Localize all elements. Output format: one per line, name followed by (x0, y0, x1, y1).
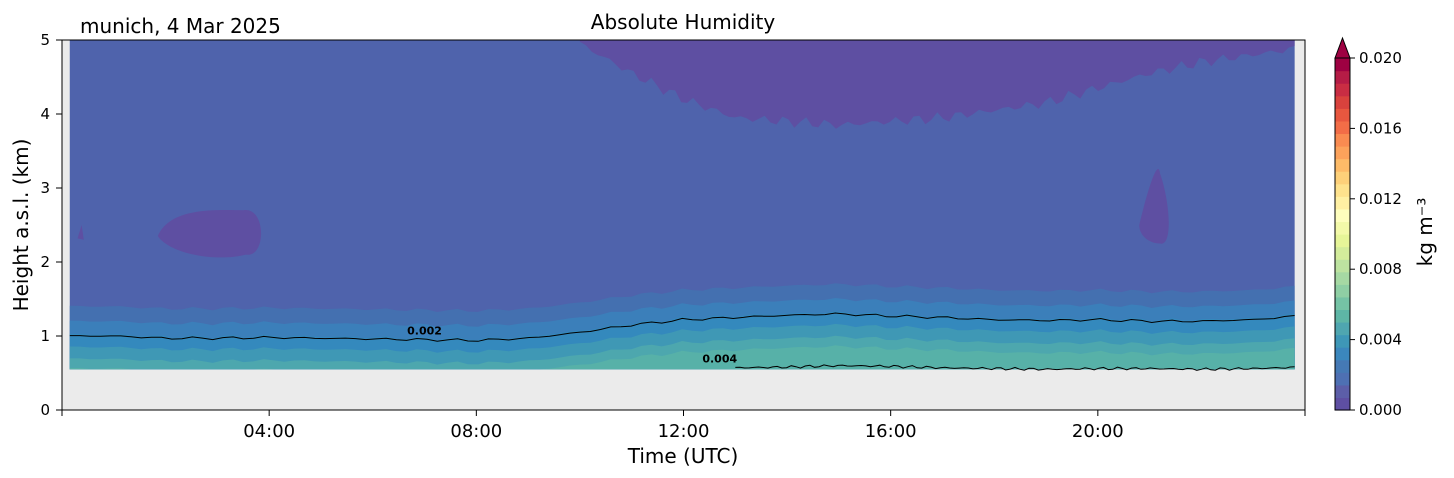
colorbar-segment (1335, 120, 1350, 135)
colorbar-segment (1335, 183, 1350, 197)
colorbar-segment (1335, 108, 1350, 122)
humidity-band-dry-speck (77, 225, 84, 240)
colorbar-segment (1335, 259, 1350, 273)
colorbar-segment (1335, 322, 1350, 336)
colorbar-segment (1335, 158, 1350, 172)
colorbar-tick-label: 0.004 (1359, 331, 1402, 349)
colorbar-segment (1335, 284, 1350, 298)
colorbar-tick-label: 0.016 (1359, 119, 1402, 137)
colorbar-segment (1335, 347, 1350, 361)
colorbar-segment (1335, 58, 1350, 72)
colorbar-tick-label: 0.012 (1359, 190, 1402, 208)
colorbar-segment (1335, 384, 1350, 399)
colorbar-tick-label: 0.000 (1359, 401, 1402, 419)
humidity-band-dry-blob-left (157, 210, 262, 258)
colorbar-segment (1335, 133, 1350, 147)
colorbar-segment (1335, 234, 1350, 248)
contour-label-0.002: 0.002 (407, 325, 442, 338)
colorbar-segment (1335, 359, 1350, 373)
colorbar-segment (1335, 208, 1350, 223)
colorbar-segment (1335, 221, 1350, 235)
colorbar-segment (1335, 83, 1350, 97)
x-tick-label: 08:00 (450, 421, 502, 442)
colorbar-segment (1335, 196, 1350, 210)
colorbar-segment (1335, 372, 1350, 386)
contour-line-0.002 (69, 312, 1295, 342)
location-date-label: munich, 4 Mar 2025 (80, 14, 281, 38)
colorbar-tick-label: 0.008 (1359, 260, 1402, 278)
colorbar-extend-arrow (1334, 36, 1351, 59)
colorbar-frame (1334, 57, 1351, 411)
y-axis-label: Height a.s.l. (km) (9, 139, 33, 312)
colorbar-tick-label: 0.020 (1359, 49, 1402, 67)
plot-area: 0.002 0.004 (62, 40, 1305, 410)
y-tick-label: 3 (40, 179, 50, 197)
y-tick-label: 2 (40, 253, 50, 271)
colorbar-segment (1335, 296, 1350, 311)
contour-line-0.004 (735, 364, 1295, 371)
humidity-band-0.0040 (69, 345, 1295, 370)
y-tick-label: 1 (40, 327, 50, 345)
colorbar-segment (1335, 70, 1350, 84)
colorbar-segment (1335, 397, 1350, 411)
chart-title: Absolute Humidity (591, 10, 776, 34)
x-tick-label: 12:00 (658, 421, 710, 442)
contour-label-0.004: 0.004 (702, 353, 737, 366)
humidity-band-dry-top (579, 40, 1295, 129)
y-tick-label: 5 (40, 31, 50, 49)
colorbar-segment (1335, 146, 1350, 160)
humidity-band-dry-blob-right (1139, 169, 1169, 244)
colorbar-segment (1335, 309, 1350, 323)
colorbar-segment (1335, 246, 1350, 260)
colorbar-segment (1335, 171, 1350, 185)
colorbar-segment (1335, 334, 1350, 348)
colorbar-segment (1335, 271, 1350, 285)
colorbar-segment (1335, 95, 1350, 109)
x-tick-label: 04:00 (243, 421, 295, 442)
x-axis-label: Time (UTC) (627, 444, 739, 468)
x-tick-label: 20:00 (1072, 421, 1124, 442)
colorbar: 0.000 0.004 0.008 0.012 0.016 0.020 (1334, 36, 1402, 419)
x-axis: 04:00 08:00 12:00 16:00 20:00 (61, 410, 1306, 442)
y-axis: 0 1 2 3 4 5 (40, 31, 62, 419)
colorbar-label: kg m⁻³ (1413, 198, 1437, 267)
y-tick-label: 4 (40, 105, 50, 123)
x-tick-label: 16:00 (865, 421, 917, 442)
y-tick-label: 0 (40, 401, 50, 419)
